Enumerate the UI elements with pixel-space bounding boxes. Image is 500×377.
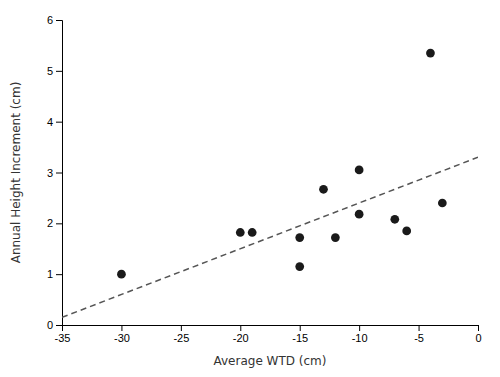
point	[355, 210, 364, 219]
tick-label: 0	[475, 332, 481, 344]
point	[331, 233, 340, 242]
point	[295, 262, 304, 271]
point	[390, 215, 399, 224]
trend-line	[62, 157, 478, 317]
y-axis-title: Annual Height Increment (cm)	[9, 82, 23, 264]
tick-label: -10	[352, 332, 368, 344]
tick-label: -35	[55, 332, 71, 344]
tick: -35	[55, 325, 71, 344]
tick-label: 1	[47, 268, 53, 280]
point	[248, 228, 257, 237]
point	[117, 270, 126, 279]
tick-mark	[56, 274, 62, 275]
tick: 0	[475, 325, 481, 344]
tick: -25	[173, 325, 189, 344]
point	[438, 199, 447, 208]
plot-area: -35 -30 -25 -20 -15 -10 -5 0 0 1 2 3 4 5 6	[47, 14, 482, 344]
tick-mark	[419, 325, 420, 331]
tick-label: 3	[47, 167, 53, 179]
x-axis: -35 -30 -25 -20 -15 -10 -5 0	[55, 325, 482, 344]
tick-mark	[181, 325, 182, 331]
tick: -20	[233, 325, 249, 344]
tick: 4	[47, 116, 62, 128]
tick-label: 0	[47, 319, 53, 331]
tick-mark	[56, 223, 62, 224]
tick-mark	[56, 122, 62, 123]
y-axis: 0 1 2 3 4 5 6	[47, 14, 63, 331]
tick: -5	[414, 325, 424, 344]
tick-label: 4	[47, 116, 53, 128]
axis-line	[56, 21, 63, 326]
marks	[62, 49, 478, 318]
tick-mark	[56, 20, 62, 21]
tick-mark	[121, 325, 122, 331]
tick-label: 2	[47, 217, 53, 229]
tick-mark	[300, 325, 301, 331]
tick: 1	[47, 268, 62, 280]
point	[236, 228, 245, 237]
point	[319, 185, 328, 194]
point	[355, 166, 364, 175]
point	[426, 49, 435, 58]
tick: 2	[47, 217, 62, 229]
tick-label: 6	[47, 14, 53, 26]
point	[402, 227, 411, 236]
x-axis-title: Average WTD (cm)	[214, 354, 327, 368]
tick-mark	[56, 71, 62, 72]
tick-label: -30	[114, 332, 130, 344]
tick-mark	[56, 173, 62, 174]
tick-mark	[478, 325, 479, 331]
tick: 0	[47, 319, 62, 331]
point	[295, 233, 304, 242]
tick: 3	[47, 167, 62, 179]
tick-label: -20	[233, 332, 249, 344]
chart: -35 -30 -25 -20 -15 -10 -5 0 0 1 2 3 4 5 6 Average WTD …	[0, 0, 500, 377]
tick-mark	[359, 325, 360, 331]
tick: 6	[47, 14, 62, 26]
tick-mark	[56, 325, 62, 326]
tick-label: -5	[414, 332, 424, 344]
tick-label: -25	[173, 332, 189, 344]
axis-line	[63, 326, 479, 332]
tick: -30	[114, 325, 130, 344]
tick: -15	[292, 325, 308, 344]
tick: -10	[352, 325, 368, 344]
tick-mark	[240, 325, 241, 331]
tick-label: 5	[47, 65, 53, 77]
tick-label: -15	[292, 332, 308, 344]
tick: 5	[47, 65, 62, 77]
